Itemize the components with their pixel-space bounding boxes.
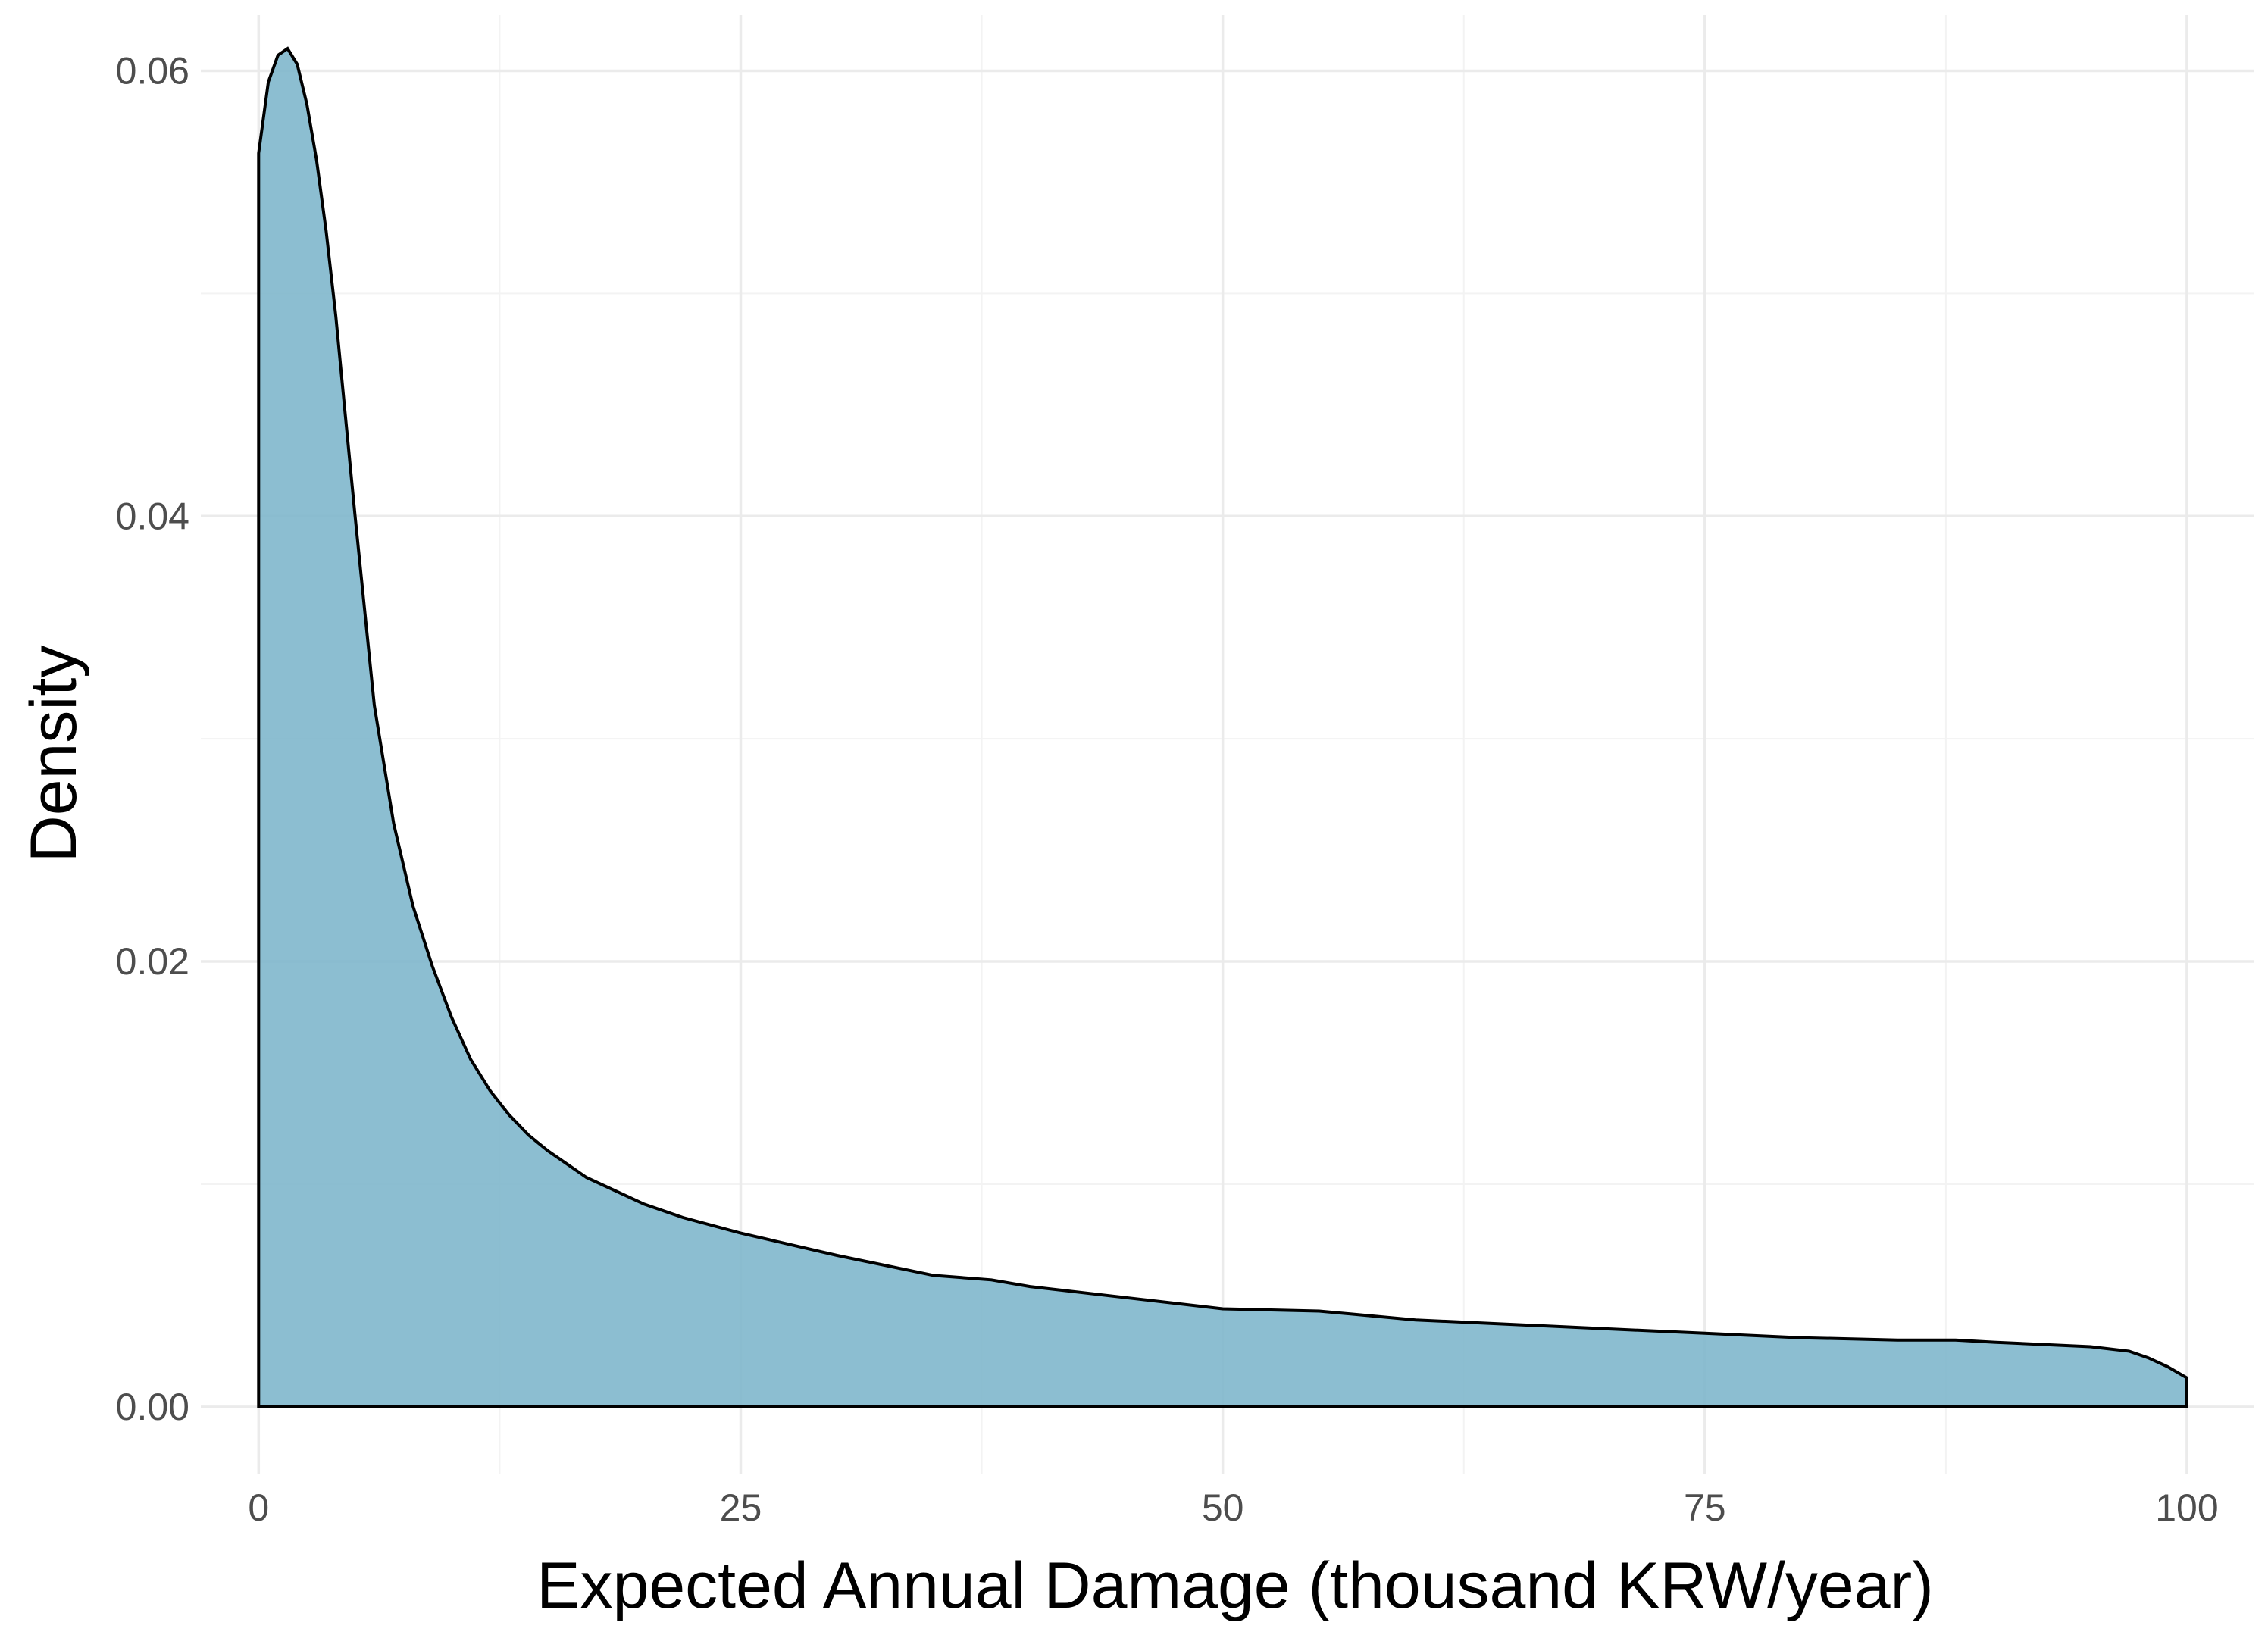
y-tick-label: 0.02 — [116, 940, 189, 983]
x-tick-label: 25 — [720, 1486, 762, 1529]
x-tick-label: 0 — [248, 1486, 269, 1529]
y-axis-tick-labels: 0.00 0.02 0.04 0.06 — [116, 49, 189, 1427]
x-tick-label: 100 — [2155, 1486, 2218, 1529]
x-tick-label: 50 — [1202, 1486, 1244, 1529]
y-axis-title: Density — [17, 646, 90, 863]
x-axis-tick-labels: 0 25 50 75 100 — [248, 1486, 2218, 1529]
y-tick-label: 0.00 — [116, 1386, 189, 1428]
y-tick-label: 0.04 — [116, 495, 189, 537]
y-tick-label: 0.06 — [116, 49, 189, 92]
density-area — [257, 46, 2188, 1408]
x-axis-title: Expected Annual Damage (thousand KRW/yea… — [536, 1549, 1934, 1622]
x-tick-label: 75 — [1684, 1486, 1726, 1529]
